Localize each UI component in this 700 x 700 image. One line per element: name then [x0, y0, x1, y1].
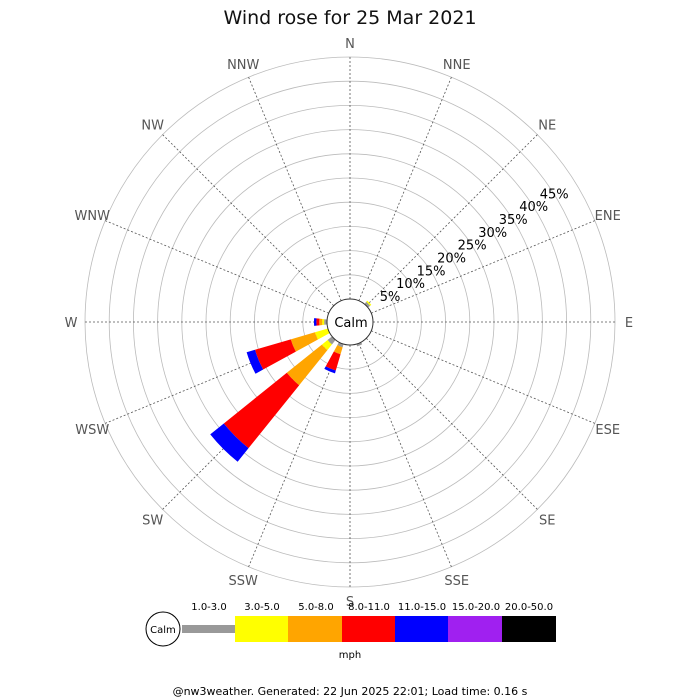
bar-w-11.0-15.0 — [313, 318, 317, 326]
footer-text: @nw3weather. Generated: 22 Jun 2025 22:0… — [173, 685, 528, 698]
bar-ssw-8.0-11.0 — [325, 351, 341, 371]
legend-swatch-11.0-15.0 — [395, 616, 448, 642]
direction-label-ne: NE — [538, 119, 556, 134]
ring-label-35: 35% — [499, 213, 528, 228]
direction-label-wnw: WNW — [75, 209, 111, 224]
spoke-ne — [365, 134, 538, 307]
ring-label-10: 10% — [396, 277, 425, 292]
direction-label-sw: SW — [142, 513, 163, 528]
ring-label-25: 25% — [458, 239, 487, 254]
bar-wsw-8.0-11.0 — [254, 339, 296, 370]
bar-ssw-1.0-3.0 — [337, 342, 344, 348]
bar-wsw-5.0-8.0 — [290, 332, 318, 352]
spoke-nnw — [248, 77, 342, 301]
direction-label-ese: ESE — [595, 423, 620, 438]
ring-label-5: 5% — [380, 290, 401, 305]
bar-w-3.0-5.0 — [322, 318, 325, 326]
legend-unit-label: mph — [339, 650, 361, 661]
direction-label-w: W — [65, 316, 78, 331]
bar-sw-8.0-11.0 — [223, 372, 300, 449]
legend-label-5.0-8.0: 5.0-8.0 — [298, 602, 333, 613]
legend-calm-label: Calm — [150, 625, 176, 636]
calm-circle — [326, 298, 374, 346]
spoke-se — [365, 337, 538, 510]
direction-label-nw: NW — [141, 119, 164, 134]
bar-ne-3.0-5.0 — [366, 300, 372, 306]
spoke-ssw — [248, 343, 342, 567]
direction-label-ssw: SSW — [229, 574, 259, 589]
ring-label-40: 40% — [519, 200, 548, 215]
legend-swatch-3.0-5.0 — [235, 616, 288, 642]
legend-label-3.0-5.0: 3.0-5.0 — [244, 602, 279, 613]
direction-label-sse: SSE — [444, 574, 469, 589]
spoke-ese — [371, 330, 595, 424]
legend-swatch-5.0-8.0 — [288, 616, 342, 642]
spoke-wnw — [105, 220, 329, 314]
legend-swatch-15.0-20.0 — [448, 616, 502, 642]
ring-label-30: 30% — [478, 226, 507, 241]
bar-w-5.0-8.0 — [319, 318, 323, 326]
bar-sw-5.0-8.0 — [286, 344, 328, 386]
spoke-nw — [162, 134, 335, 307]
spoke-nne — [358, 77, 452, 301]
ring-label-45: 45% — [540, 187, 569, 202]
bar-ssw-5.0-8.0 — [333, 345, 343, 355]
bar-w-8.0-11.0 — [316, 318, 320, 326]
calm-label: Calm — [334, 316, 367, 331]
direction-label-n: N — [345, 37, 355, 52]
direction-label-wsw: WSW — [75, 423, 109, 438]
legend-swatch-8.0-11.0 — [342, 616, 395, 642]
legend-label-8.0-11.0: 8.0-11.0 — [348, 602, 390, 613]
bar-sw-3.0-5.0 — [321, 340, 332, 351]
legend-swatch-1.0-3.0 — [182, 625, 235, 633]
direction-label-se: SE — [539, 513, 555, 528]
ring-label-20: 20% — [437, 252, 466, 267]
ring-label-15: 15% — [417, 264, 446, 279]
direction-labels: N NNE NE ENE E ESE SE SSE S SSW SW WSW W WNW NW NNW — [65, 37, 634, 610]
legend-label-15.0-20.0: 15.0-20.0 — [452, 602, 500, 613]
legend-label-1.0-3.0: 1.0-3.0 — [191, 602, 226, 613]
direction-label-nnw: NNW — [227, 58, 259, 73]
legend-calm-circle — [145, 611, 181, 647]
direction-label-nne: NNE — [443, 58, 471, 73]
spoke-ene — [371, 220, 595, 314]
direction-label-s: S — [346, 595, 354, 610]
bar-wsw-3.0-5.0 — [314, 328, 330, 340]
speed-legend: Calm mph 1.0-3.0 3.0-5.0 5.0-8.0 8.0-11.0 11… — [145, 602, 556, 661]
bar-ssw-11.0-15.0 — [324, 366, 336, 374]
chart-title: Wind rose for 25 Mar 2021 — [223, 7, 476, 29]
bar-wsw-11.0-15.0 — [246, 349, 264, 374]
legend-swatch-20.0-50.0 — [502, 616, 556, 642]
bar-sw-11.0-15.0 — [210, 423, 249, 462]
direction-label-ene: ENE — [595, 209, 621, 224]
spoke-sse — [358, 343, 452, 567]
direction-label-e: E — [625, 316, 633, 331]
legend-label-20.0-50.0: 20.0-50.0 — [505, 602, 553, 613]
ring-percentage-labels: 5%10%15%20%25%30%35%40%45% — [380, 187, 569, 305]
bar-sse-1.0-3.0 — [356, 342, 363, 347]
bar-ne-1.0-3.0 — [364, 301, 371, 308]
bar-w-1.0-3.0 — [324, 319, 328, 325]
legend-label-11.0-15.0: 11.0-15.0 — [398, 602, 446, 613]
